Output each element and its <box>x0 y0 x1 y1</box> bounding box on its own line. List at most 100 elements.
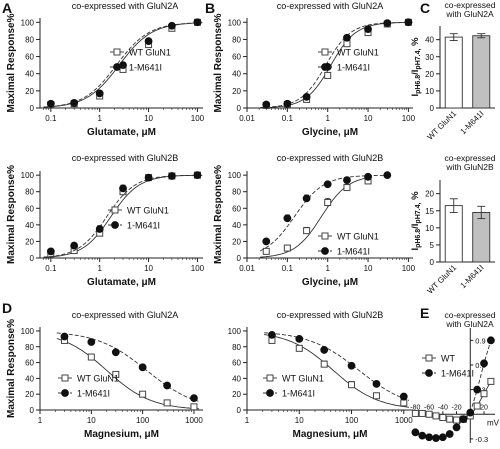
d2-point-1-m641i <box>320 346 329 354</box>
b2-point-wt-glun1 <box>283 244 291 252</box>
d1-point-1-m641i <box>163 381 172 390</box>
b2-x-tick-label: 10 <box>364 264 373 273</box>
e-point-1-m641i <box>418 431 427 440</box>
b2-point-wt-glun1 <box>262 247 270 255</box>
d2-y-tick-label: 40 <box>232 374 241 383</box>
d1-point-wt-glun1 <box>190 403 198 411</box>
e-point-wt <box>425 410 433 418</box>
b1-legend-marker-wt-glun1 <box>321 48 329 56</box>
b2-legend-marker-wt-glun1 <box>321 232 329 240</box>
d2-x-tick-label: 10 <box>295 416 304 425</box>
d2-x-tick-label: 1000 <box>395 416 413 425</box>
b2-point-1-m641i <box>364 172 372 181</box>
d1-panel-label: D <box>2 300 12 316</box>
d1-legend-marker-wt-glun1 <box>61 374 69 382</box>
e-point-1-m641i <box>480 359 488 368</box>
b1-x-tick-label: 0.01 <box>239 114 255 123</box>
d2-point-wt-glun1 <box>348 381 356 389</box>
panel-a2: co-expressed with GluN2B 0.1 1 10 100 0 20 40 60… <box>6 153 205 288</box>
d1-legend-label-1-m641i: 1-M641I <box>77 389 110 399</box>
b1-y-tick-label: 40 <box>232 70 241 79</box>
d2-series-1-m641i <box>264 331 410 401</box>
e-title-line1: co-expressed <box>444 310 495 320</box>
a1-y-tick-label: 80 <box>25 35 34 44</box>
d2-point-1-m641i <box>372 380 381 388</box>
b2-legend: WT GluN1 1-M641I <box>318 232 379 257</box>
b1-legend-marker-1-m641i <box>321 63 329 71</box>
d2-point-wt-glun1 <box>400 399 408 407</box>
b2-x-axis-label: Glycine, μM <box>302 277 358 288</box>
b2-series-wt-glun1 <box>260 176 373 258</box>
c1-y-tick-label: 40 <box>425 36 434 45</box>
c2-y-tick-label: 10 <box>425 224 434 233</box>
e-x-tick-label: -60 <box>424 404 434 411</box>
b1-point-1-m641i <box>262 100 271 109</box>
b1-panel-label: B <box>205 0 215 16</box>
e-series-1-m641i <box>411 336 495 442</box>
e-point-1-m641i <box>411 428 420 437</box>
c1-y-tick-label: 0 <box>430 104 435 113</box>
b2-y-tick-label: 20 <box>232 237 241 246</box>
b2-point-1-m641i <box>302 194 311 203</box>
d1-legend-label-wt-glun1: WT GluN1 <box>77 374 119 384</box>
d2-point-1-m641i <box>399 392 408 401</box>
b2-series-1-m641i <box>259 171 392 252</box>
a2-legend-label-1-m641i: 1-M641I <box>127 221 160 231</box>
d1-point-1-m641i <box>87 338 96 346</box>
e-y-tick-label: 0.6 <box>475 361 485 370</box>
a1-legend-label-wt-glun1: WT GluN1 <box>129 48 171 58</box>
c1-y-tick-label: 30 <box>425 53 434 62</box>
a2-point-1-m641i <box>167 172 176 180</box>
d2-y-tick-label: 80 <box>232 343 241 352</box>
e-point-1-m641i <box>452 423 461 432</box>
a1-point-1-m641i <box>167 21 176 30</box>
c1-title-line2: with GluN2A <box>445 9 494 19</box>
d2-point-1-m641i <box>268 331 276 339</box>
c2-bar-wt-glun1 <box>444 205 463 263</box>
d1-y-axis-label: Maximal Response% <box>6 319 17 418</box>
e-point-wt <box>487 377 495 385</box>
c2-bar-1-m641i <box>472 212 491 263</box>
b1-point-1-m641i <box>383 19 392 28</box>
b1-x-tick-label: 1 <box>325 114 330 123</box>
d1-y-tick-label: 60 <box>25 359 34 368</box>
a1-title: co-expressed with GluN2A <box>72 1 179 11</box>
e-x-tick-label: -80 <box>410 404 420 411</box>
c1-category-label: 1-M641I <box>459 109 486 136</box>
d1-point-wt-glun1 <box>112 370 120 378</box>
a2-y-tick-label: 60 <box>25 204 34 213</box>
a2-y-tick-label: 80 <box>25 188 34 197</box>
b2-y-tick-label: 0 <box>237 254 242 263</box>
d2-series-wt-glun1 <box>264 334 410 408</box>
b2-point-1-m641i <box>283 214 292 223</box>
c2-y-tick-label: 15 <box>425 207 434 216</box>
b1-y-tick-label: 80 <box>232 35 241 44</box>
a1-x-tick-label: 100 <box>191 114 205 123</box>
a2-x-tick-label: 1 <box>97 264 102 273</box>
e-legend-label-1-m641i: 1-M641I <box>441 369 474 379</box>
d2-x-axis-label: Magnesium, μM <box>292 429 367 440</box>
d2-fit-wt-glun1 <box>264 334 410 408</box>
d2-point-1-m641i <box>295 334 304 343</box>
b1-x-tick-label: 10 <box>364 114 373 123</box>
c1-title-line1: co-expressed <box>444 0 495 10</box>
b1-y-tick-label: 0 <box>237 104 242 113</box>
e-point-1-m641i <box>459 415 468 424</box>
a2-y-tick-label: 0 <box>30 254 35 263</box>
e-point-1-m641i <box>425 433 434 442</box>
a2-x-tick-label: 10 <box>144 264 153 273</box>
d1-fit-1-m641i <box>56 332 200 402</box>
b1-legend: WT GluN1 1-M641I <box>318 48 379 73</box>
c1-bar-wt-glun1 <box>444 36 463 109</box>
a2-y-axis-label: Maximal Response% <box>6 165 17 264</box>
b1-point-wt-glun1 <box>324 71 332 79</box>
b1-y-axis-label: Maximal Response% <box>213 13 224 112</box>
d1-point-wt-glun1 <box>139 390 147 398</box>
a1-series-1-m641i <box>43 18 203 108</box>
b1-point-wt-glun1 <box>343 40 351 48</box>
d2-point-wt-glun1 <box>295 344 303 352</box>
a1-point-1-m641i <box>70 98 79 107</box>
e-point-1-m641i <box>432 434 440 442</box>
panel-b1: co-expressed with GluN2A B 0.01 0.1 1 10 100 0 2… <box>205 0 416 138</box>
